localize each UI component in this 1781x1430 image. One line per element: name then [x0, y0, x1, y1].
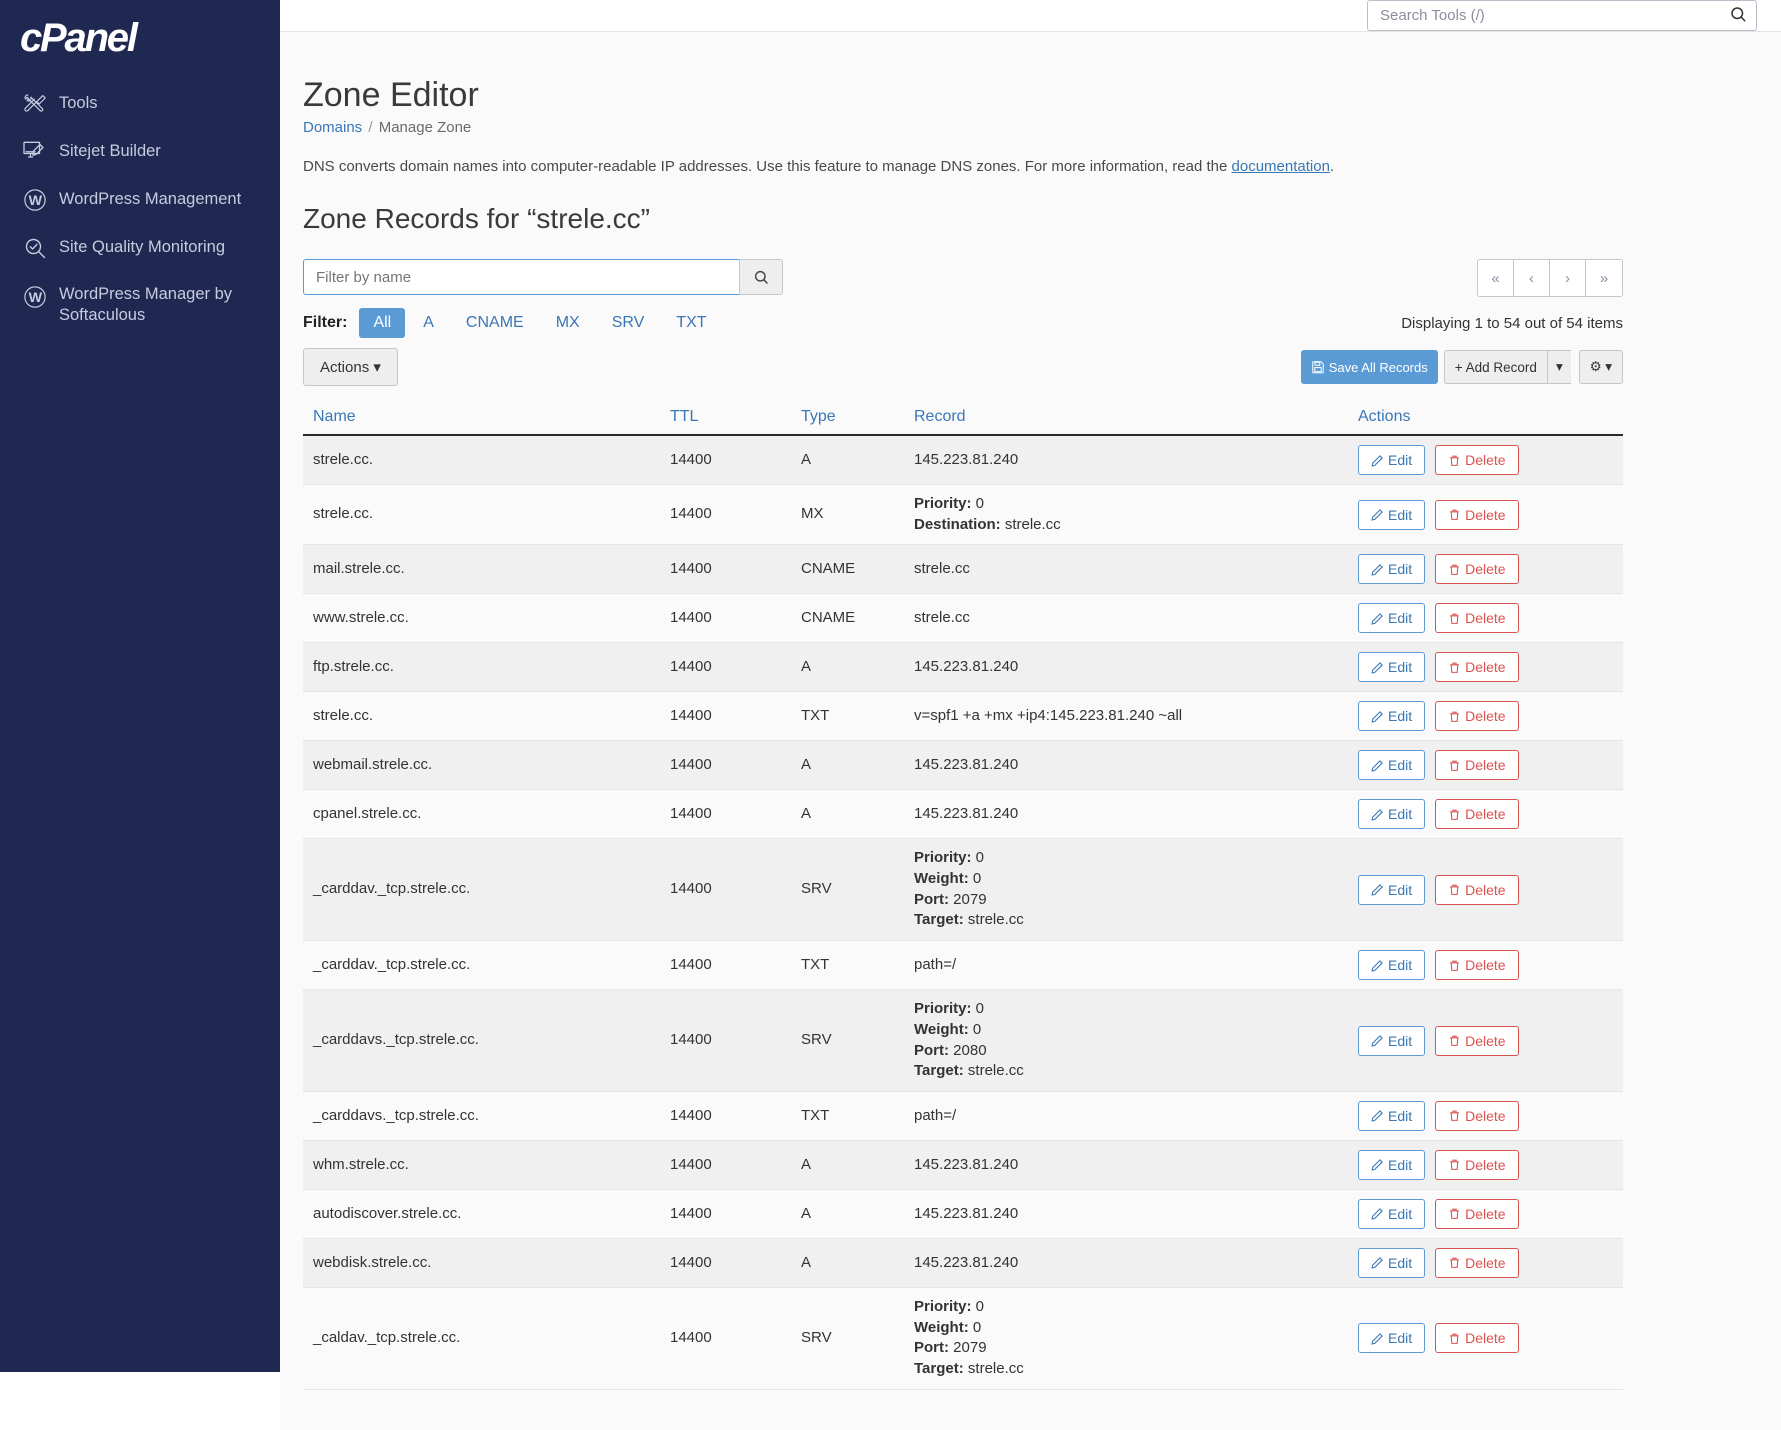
- svg-text:W: W: [29, 193, 43, 209]
- svg-text:W: W: [29, 290, 43, 306]
